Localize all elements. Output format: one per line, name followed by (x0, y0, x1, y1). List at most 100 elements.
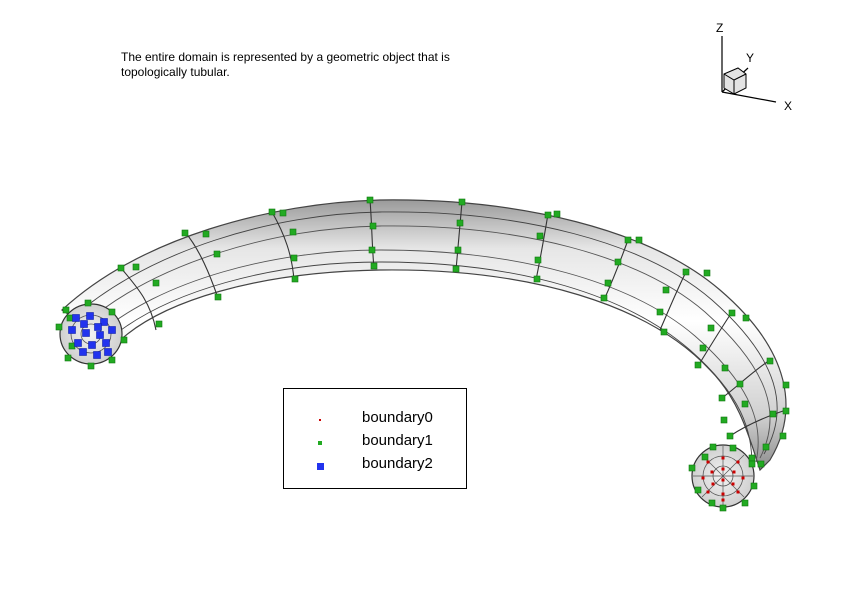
caption-line-1: The entire domain is represented by a ge… (121, 50, 450, 64)
boundary1-marker (291, 275, 299, 283)
boundary1-marker (536, 232, 544, 240)
boundary1-marker (68, 342, 76, 350)
boundary1-marker (688, 464, 696, 472)
boundary1-marker (656, 308, 664, 316)
boundary1-marker (369, 222, 377, 230)
caption-text: The entire domain is represented by a ge… (121, 50, 551, 80)
boundary1-marker (709, 443, 717, 451)
boundary2-marker (74, 339, 82, 347)
boundary0-marker (741, 476, 745, 480)
boundary0-marker (721, 498, 725, 502)
boundary0-marker (732, 470, 736, 474)
boundary1-marker (553, 210, 561, 218)
boundary1-marker (699, 344, 707, 352)
boundary1-marker (729, 444, 737, 452)
boundary1-marker (624, 236, 632, 244)
boundary2-markers (68, 312, 116, 359)
boundary1-marker (534, 256, 542, 264)
boundary1-marker (736, 380, 744, 388)
caption-line-2: topologically tubular. (121, 65, 230, 79)
boundary0-marker (721, 478, 725, 482)
boundary2-marker (88, 341, 96, 349)
boundary0-marker (721, 456, 725, 460)
boundary1-marker (748, 460, 756, 468)
boundary1-marker (614, 258, 622, 266)
legend-label: boundary0 (362, 409, 433, 426)
legend: boundary0 boundary1 boundary2 (283, 388, 467, 489)
boundary0-markers (701, 456, 745, 502)
boundary1-marker (782, 407, 790, 415)
legend-label: boundary2 (362, 455, 433, 472)
legend-label: boundary1 (362, 432, 433, 449)
boundary1-marker (84, 299, 92, 307)
z-axis-label: Z (716, 21, 723, 35)
boundary1-marker (370, 262, 378, 270)
boundary1-marker (368, 246, 376, 254)
boundary1-marker (635, 236, 643, 244)
boundary1-marker (289, 228, 297, 236)
legend-entry-boundary0: boundary0 (284, 409, 466, 429)
boundary1-marker (748, 454, 756, 462)
boundary2-marker (93, 351, 101, 359)
boundary0-marker (710, 470, 714, 474)
boundary1-marker (279, 209, 287, 217)
boundary1-marker (108, 356, 116, 364)
mesh-line-top (71, 211, 778, 455)
boundary0-marker (731, 482, 735, 486)
boundary1-marker (721, 364, 729, 372)
boundary1-marker (268, 208, 276, 216)
boundary1-marker (741, 499, 749, 507)
boundary1-marker (544, 211, 552, 219)
boundary0-marker (721, 492, 725, 496)
boundary1-marker (600, 294, 608, 302)
x-axis-label: X (784, 99, 792, 113)
boundary1-marker (708, 499, 716, 507)
boundary1-marker (720, 416, 728, 424)
boundary1-marker (728, 309, 736, 317)
boundary1-marker (757, 460, 765, 468)
boundary0-marker (721, 467, 725, 471)
boundary1-marker (181, 229, 189, 237)
boundary0-marker (706, 460, 710, 464)
boundary2-marker (86, 312, 94, 320)
boundary1-marker (726, 432, 734, 440)
boundary0-marker (706, 490, 710, 494)
boundary1-marker (454, 246, 462, 254)
boundary0-marker (736, 460, 740, 464)
boundary1-marker (779, 432, 787, 440)
boundary1-marker (155, 320, 163, 328)
boundary1-marker (108, 308, 116, 316)
axis-triad: Z Y X (716, 21, 792, 113)
boundary1-marker (132, 263, 140, 271)
boundary0-marker (701, 476, 705, 480)
boundary1-marker (703, 269, 711, 277)
boundary1-marker (718, 394, 726, 402)
boundary1-marker (66, 314, 74, 322)
boundary1-marker (64, 354, 72, 362)
boundary1-marker (741, 400, 749, 408)
boundary1-marker (766, 357, 774, 365)
legend-entry-boundary2: boundary2 (284, 455, 466, 475)
boundary2-marker (72, 314, 80, 322)
boundary1-marker (214, 293, 222, 301)
boundary2-marker (96, 331, 104, 339)
boundary1-marker (701, 453, 709, 461)
boundary2-marker (68, 326, 76, 334)
mesh-line-mid-upper (81, 225, 771, 459)
boundary1-marker (55, 323, 63, 331)
boundary1-marker (152, 279, 160, 287)
boundary1-marker (458, 198, 466, 206)
boundary2-marker (108, 326, 116, 334)
boundary0-marker (711, 482, 715, 486)
boundary2-marker (79, 348, 87, 356)
boundary1-marker (782, 381, 790, 389)
boundary1-marker (769, 410, 777, 418)
boundary1-marker (662, 286, 670, 294)
boundary1-marker (62, 306, 70, 314)
boundary1-marker (213, 250, 221, 258)
mesh-line-bottom (105, 261, 753, 467)
boundary2-marker (104, 348, 112, 356)
green-square-icon (318, 441, 322, 445)
legend-entry-boundary1: boundary1 (284, 432, 466, 452)
